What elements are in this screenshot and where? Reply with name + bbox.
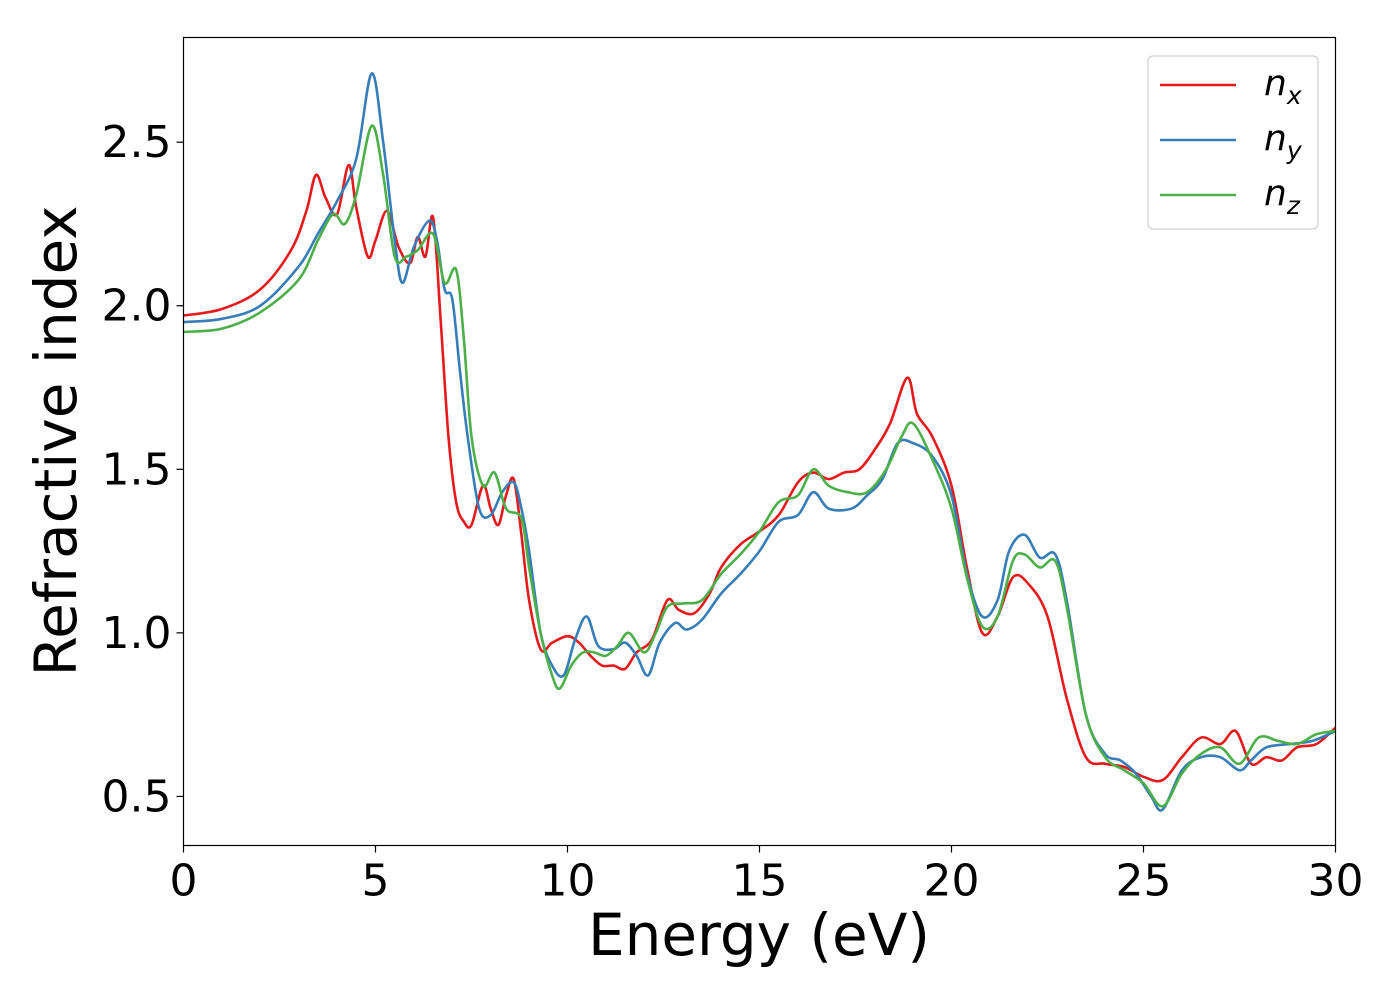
x-tick-label: 15 [732, 856, 788, 907]
series-line-z [183, 124, 1336, 808]
y-axis-label: Refractive index [22, 205, 90, 676]
y-tick-label: 2.0 [102, 281, 172, 332]
y-tick-label: 1.0 [102, 608, 172, 659]
x-tick-label: 20 [924, 856, 980, 907]
legend-label-x: nx [1264, 63, 1302, 110]
x-tick-label: 0 [170, 856, 198, 907]
x-tick-label: 5 [362, 856, 390, 907]
series-line-x [183, 163, 1337, 783]
series-line-y [183, 72, 1337, 812]
axis-ticks: 0 5 10 15 20 25 30 0.5 1.0 1.5 2.0 2.5 [102, 117, 1364, 906]
x-axis-label: Energy (eV) [588, 901, 930, 969]
y-tick-label: 0.5 [102, 771, 172, 822]
legend-box [1147, 55, 1319, 230]
x-tick-label: 25 [1116, 856, 1172, 907]
x-tick-label: 10 [540, 856, 596, 907]
y-tick-label: 1.5 [102, 444, 172, 495]
series-lines [183, 72, 1337, 812]
x-tick-label: 30 [1308, 856, 1364, 907]
y-tick-label: 2.5 [102, 117, 172, 168]
